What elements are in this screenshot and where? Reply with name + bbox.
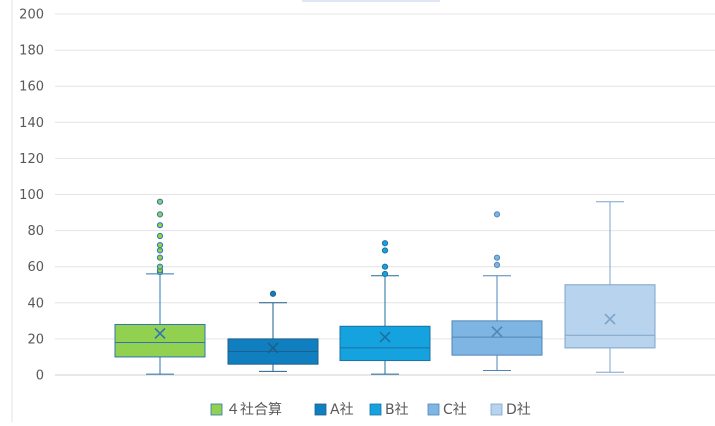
legend-label: B社 [385, 402, 409, 418]
legend-item: A社 [314, 402, 354, 418]
y-tick-label: 160 [19, 80, 44, 95]
mean-marker [604, 313, 616, 325]
legend-label: D社 [506, 402, 531, 418]
outlier-point [156, 232, 164, 240]
mean-marker [267, 342, 279, 354]
outlier-point [156, 247, 164, 254]
y-tick-label: 140 [19, 116, 44, 131]
box-iqr [564, 284, 656, 349]
y-tick-label: 180 [19, 44, 44, 59]
y-tick-label: 40 [27, 296, 44, 311]
title-placeholder [302, 0, 440, 2]
mean-marker [379, 331, 391, 343]
outlier-point [156, 254, 164, 261]
y-tick-label: 80 [27, 224, 44, 239]
box-iqr [451, 320, 543, 356]
legend-swatch [210, 403, 223, 416]
outlier-point [156, 198, 164, 205]
box-series-0 [114, 198, 206, 375]
outlier-point [156, 222, 164, 229]
outlier-point [381, 270, 389, 278]
legend: ４社合算 A社 B社 C社 D社 [210, 402, 531, 418]
outlier-point [493, 261, 501, 268]
legend-item: D社 [490, 402, 531, 418]
outlier-point [156, 263, 164, 270]
outlier-point [269, 290, 277, 297]
outlier-point [381, 263, 389, 270]
legend-item: B社 [369, 402, 409, 418]
mean-marker [154, 327, 166, 340]
legend-swatch [369, 403, 382, 416]
outlier-point [381, 247, 389, 254]
box-iqr [114, 323, 206, 358]
y-tick-label: 100 [19, 188, 44, 203]
box-series-3 [451, 211, 543, 371]
y-axis-ticks: 0 20 40 60 80 100 120 140 160 180 200 [19, 8, 44, 384]
outlier-point [493, 254, 501, 261]
legend-item: C社 [427, 402, 467, 418]
legend-swatch [427, 403, 440, 416]
mean-marker [491, 326, 503, 338]
legend-label: C社 [443, 402, 467, 418]
legend-swatch [314, 403, 327, 416]
legend-label: A社 [330, 402, 354, 418]
box-series-1 [227, 290, 319, 372]
y-tick-label: 120 [19, 152, 44, 167]
outlier-point [493, 211, 501, 218]
y-tick-label: 20 [27, 332, 44, 347]
box-series [114, 198, 656, 375]
outlier-point [156, 211, 164, 218]
y-tick-label: 200 [19, 8, 44, 23]
legend-swatch [490, 403, 503, 416]
outlier-point [381, 240, 389, 247]
y-tick-label: 0 [36, 369, 44, 384]
outlier-point [156, 241, 164, 249]
y-tick-label: 60 [27, 260, 44, 275]
box-series-2 [339, 240, 431, 375]
legend-label: ４社合算 [226, 402, 282, 418]
box-iqr [339, 325, 431, 362]
box-series-4 [564, 201, 656, 373]
legend-item: ４社合算 [210, 402, 282, 418]
